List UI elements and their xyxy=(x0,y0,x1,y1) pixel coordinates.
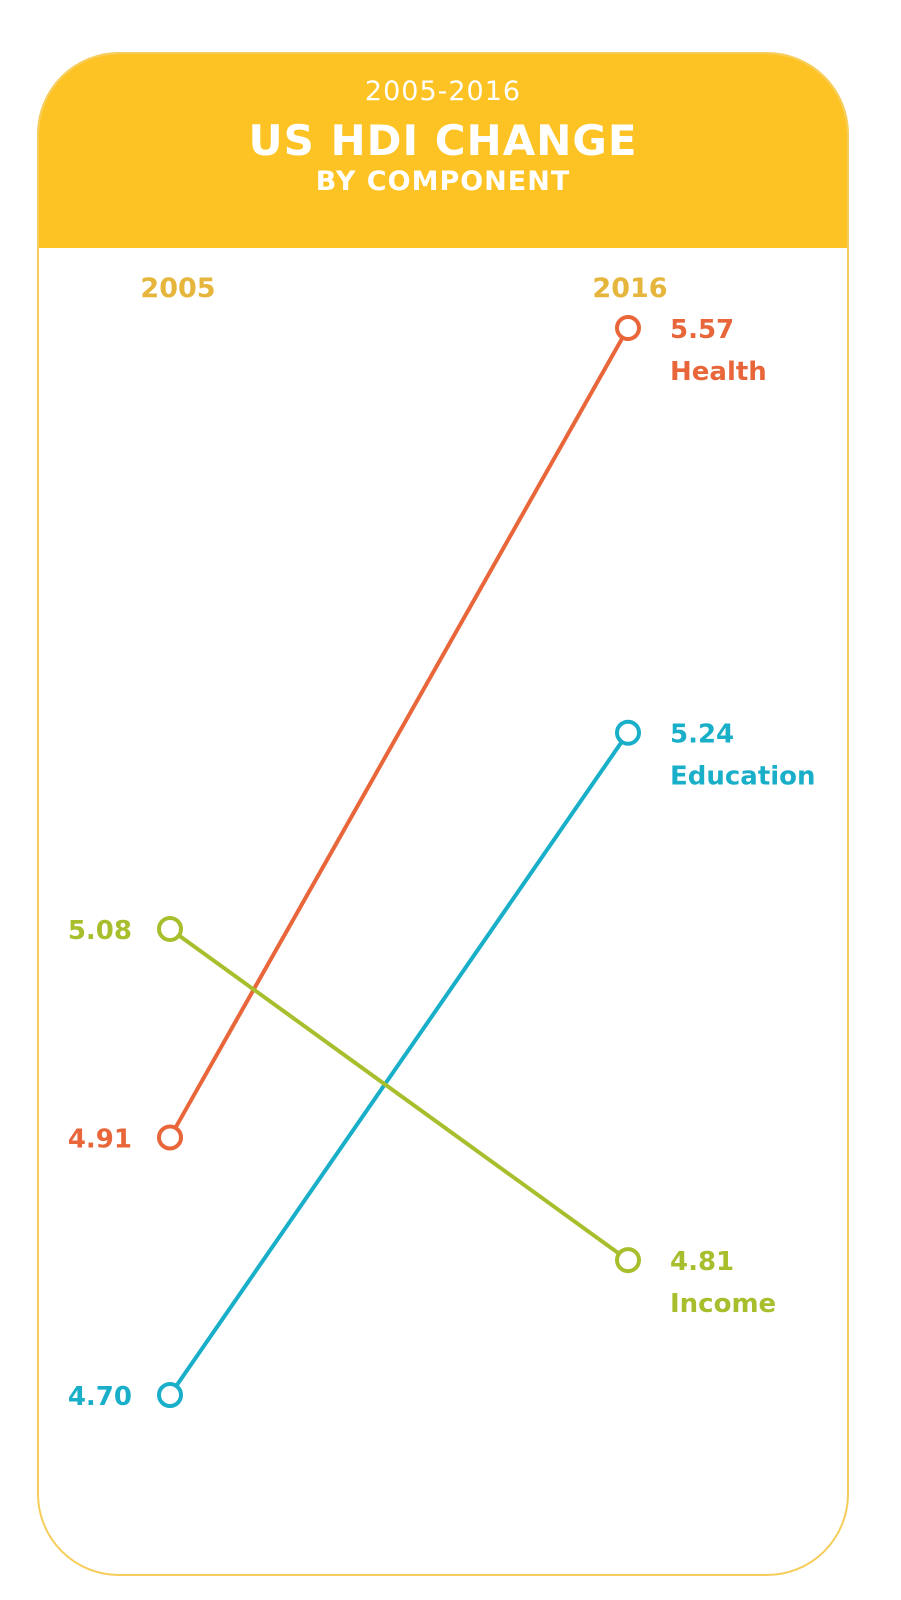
value-label-income-start: 5.08 xyxy=(68,916,132,946)
point-income-start xyxy=(157,915,183,942)
point-income-end xyxy=(615,1247,641,1274)
value-label-health-end: 5.57 xyxy=(670,315,734,345)
series-name-education: Education xyxy=(670,762,816,792)
chart-title: US HDI CHANGE xyxy=(248,116,638,165)
series-name-income: Income xyxy=(670,1289,776,1319)
point-education-end xyxy=(615,719,641,746)
value-label-education-end: 5.24 xyxy=(670,720,734,750)
chart-subtitle: BY COMPONENT xyxy=(315,166,571,197)
year-label-2016: 2016 xyxy=(592,273,667,304)
value-label-income-end: 4.81 xyxy=(670,1247,734,1277)
value-label-education-start: 4.70 xyxy=(68,1382,132,1412)
value-label-health-start: 4.91 xyxy=(68,1124,132,1154)
series-line-health xyxy=(168,327,630,1139)
year-label-2005: 2005 xyxy=(140,273,215,304)
point-education-start xyxy=(157,1382,183,1408)
series-name-health: Health xyxy=(670,357,767,387)
chart-card: 2005-2016 US HDI CHANGE BY COMPONENT xyxy=(37,52,849,1576)
period-label: 2005-2016 xyxy=(364,76,522,107)
series-line-income xyxy=(168,927,630,1262)
point-health-start xyxy=(157,1124,183,1151)
chart-header: 2005-2016 US HDI CHANGE BY COMPONENT xyxy=(39,54,847,248)
series-line-education xyxy=(168,731,630,1397)
point-health-end xyxy=(615,315,641,341)
